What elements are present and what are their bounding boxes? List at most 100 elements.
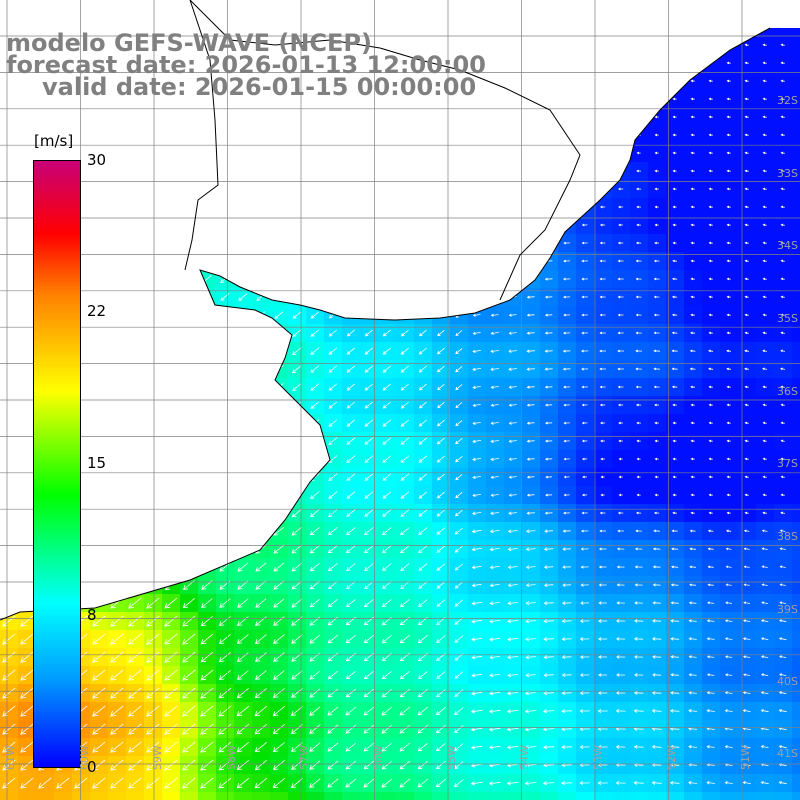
wind-arrow (147, 220, 158, 230)
wind-arrow (545, 457, 553, 461)
wind-cell (126, 324, 145, 343)
wind-arrow (561, 780, 573, 786)
wind-arrow (436, 760, 446, 770)
wind-arrow (164, 651, 178, 663)
wind-arrow (273, 472, 284, 482)
wind-cell (144, 432, 163, 451)
wind-arrow (743, 565, 750, 569)
wind-arrow (636, 457, 641, 461)
wind-arrow (489, 547, 500, 552)
wind-cell (126, 378, 145, 397)
wind-arrow (762, 313, 767, 317)
wind-arrow (220, 329, 230, 337)
wind-arrow (654, 511, 660, 515)
wind-arrow (780, 241, 785, 245)
wind-arrow (311, 221, 319, 229)
wind-arrow (526, 295, 535, 299)
wind-arrow (312, 7, 318, 12)
wind-arrow (328, 293, 337, 301)
wind-cell (162, 414, 181, 433)
wind-arrow (436, 742, 446, 752)
wind-arrow (401, 311, 409, 319)
wind-cell (684, 792, 703, 800)
wind-arrow (165, 454, 177, 464)
wind-arrow (780, 475, 785, 479)
wind-arrow (744, 295, 749, 299)
wind-arrow (690, 457, 695, 461)
wind-arrow (673, 8, 676, 10)
wind-cell (180, 540, 199, 559)
wind-arrow (399, 760, 411, 770)
wind-arrow (200, 633, 214, 645)
wind-arrow (93, 346, 105, 356)
wind-arrow (110, 777, 124, 789)
wind-arrow (437, 330, 445, 337)
wind-arrow (436, 671, 446, 679)
wind-arrow (184, 113, 194, 121)
wind-arrow (563, 241, 570, 245)
wind-arrow (526, 259, 535, 263)
wind-cell (540, 792, 559, 800)
wind-arrow (527, 133, 534, 137)
wind-cell (360, 234, 379, 253)
wind-arrow (364, 383, 373, 391)
wind-arrow (725, 565, 732, 569)
wind-arrow (708, 97, 713, 101)
wind-arrow (670, 637, 680, 641)
wind-arrow (599, 349, 606, 353)
wind-arrow (471, 619, 483, 624)
wind-arrow (545, 403, 553, 407)
wind-arrow (618, 28, 623, 29)
wind-arrow (742, 709, 751, 713)
wind-arrow (779, 655, 787, 659)
colorbar (33, 160, 81, 768)
wind-cell (198, 342, 217, 361)
wind-arrow (255, 490, 266, 500)
wind-arrow (437, 204, 445, 210)
wind-arrow (726, 367, 732, 371)
wind-arrow (636, 421, 641, 425)
wind-cell (450, 792, 469, 800)
wind-arrow (526, 511, 535, 515)
wind-arrow (472, 313, 481, 317)
wind-arrow (688, 655, 697, 659)
wind-cell (108, 450, 127, 469)
wind-arrow (363, 706, 375, 716)
wind-cell (396, 216, 415, 235)
wind-arrow (382, 437, 392, 445)
wind-cell (486, 198, 505, 217)
wind-arrow (273, 508, 285, 518)
wind-cell (252, 198, 271, 217)
wind-arrow (218, 634, 231, 645)
wind-arrow (21, 166, 33, 176)
wind-arrow (561, 655, 572, 660)
wind-arrow (561, 601, 572, 605)
wind-cell (162, 126, 181, 145)
wind-arrow (273, 652, 285, 662)
wind-arrow (273, 670, 285, 680)
wind-arrow (400, 599, 410, 608)
wind-cell (180, 360, 199, 379)
wind-arrow (563, 457, 570, 461)
wind-cell (126, 792, 145, 800)
wind-arrow (417, 760, 428, 770)
wind-arrow (327, 688, 339, 698)
wind-cell (792, 684, 800, 703)
wind-arrow (255, 634, 267, 644)
wind-arrow (346, 383, 355, 391)
wind-cell (360, 252, 379, 271)
wind-arrow (472, 331, 481, 335)
wind-arrow (582, 457, 588, 461)
wind-arrow (56, 777, 70, 789)
wind-cell (252, 180, 271, 199)
wind-arrow (744, 187, 749, 191)
wind-arrow (690, 61, 695, 65)
wind-arrow (743, 601, 751, 605)
wind-arrow (633, 691, 644, 695)
wind-arrow (688, 601, 697, 605)
wind-cell (72, 792, 91, 800)
wind-arrow (455, 437, 463, 445)
wind-cell (144, 792, 163, 800)
wind-cell (756, 0, 775, 19)
wind-arrow (744, 133, 749, 137)
